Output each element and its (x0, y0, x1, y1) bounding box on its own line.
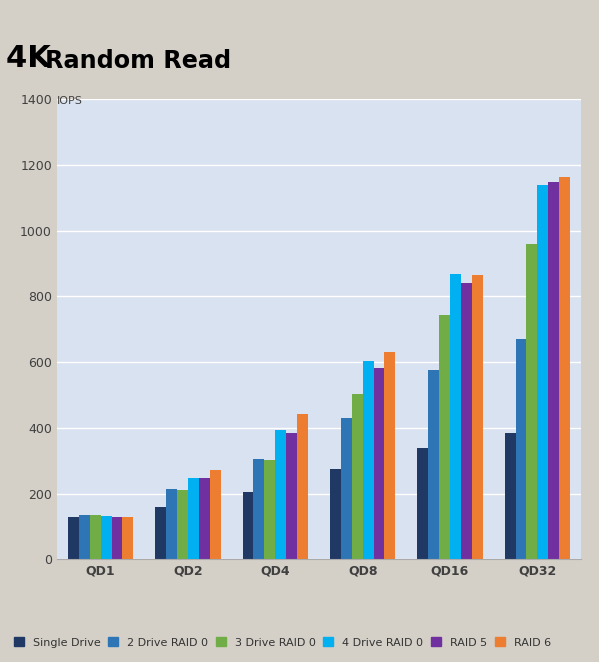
Bar (177, 491, 188, 559)
Bar (166, 489, 177, 559)
Legend: Single Drive, 2 Drive RAID 0, 3 Drive RAID 0, 4 Drive RAID 0, RAID 5, RAID 6: Single Drive, 2 Drive RAID 0, 3 Drive RA… (11, 636, 553, 650)
Bar (374, 368, 385, 559)
Bar (330, 469, 341, 559)
Bar (341, 418, 352, 559)
Bar (527, 244, 537, 559)
Bar (253, 459, 264, 559)
Bar (428, 371, 439, 559)
Bar (243, 492, 253, 559)
Bar (111, 516, 122, 559)
Bar (472, 275, 483, 559)
Bar (450, 274, 461, 559)
Bar (418, 448, 428, 559)
Text: IOPS: IOPS (57, 96, 83, 106)
Bar (90, 515, 101, 559)
Bar (276, 430, 286, 559)
Bar (559, 177, 570, 559)
Bar (461, 283, 472, 559)
Bar (122, 517, 134, 559)
Bar (297, 414, 308, 559)
Bar (362, 361, 374, 559)
Bar (504, 433, 516, 559)
Bar (78, 515, 90, 559)
Text: Random Read: Random Read (45, 49, 231, 73)
Bar (199, 478, 210, 559)
Bar (516, 339, 527, 559)
Text: 4K: 4K (6, 44, 62, 73)
Bar (210, 470, 220, 559)
Bar (439, 315, 450, 559)
Bar (155, 507, 166, 559)
Bar (548, 182, 559, 559)
Bar (188, 478, 199, 559)
Bar (68, 516, 78, 559)
Bar (352, 394, 362, 559)
Bar (101, 516, 111, 559)
Bar (286, 433, 297, 559)
Bar (537, 185, 548, 559)
Bar (264, 460, 276, 559)
Bar (385, 352, 395, 559)
